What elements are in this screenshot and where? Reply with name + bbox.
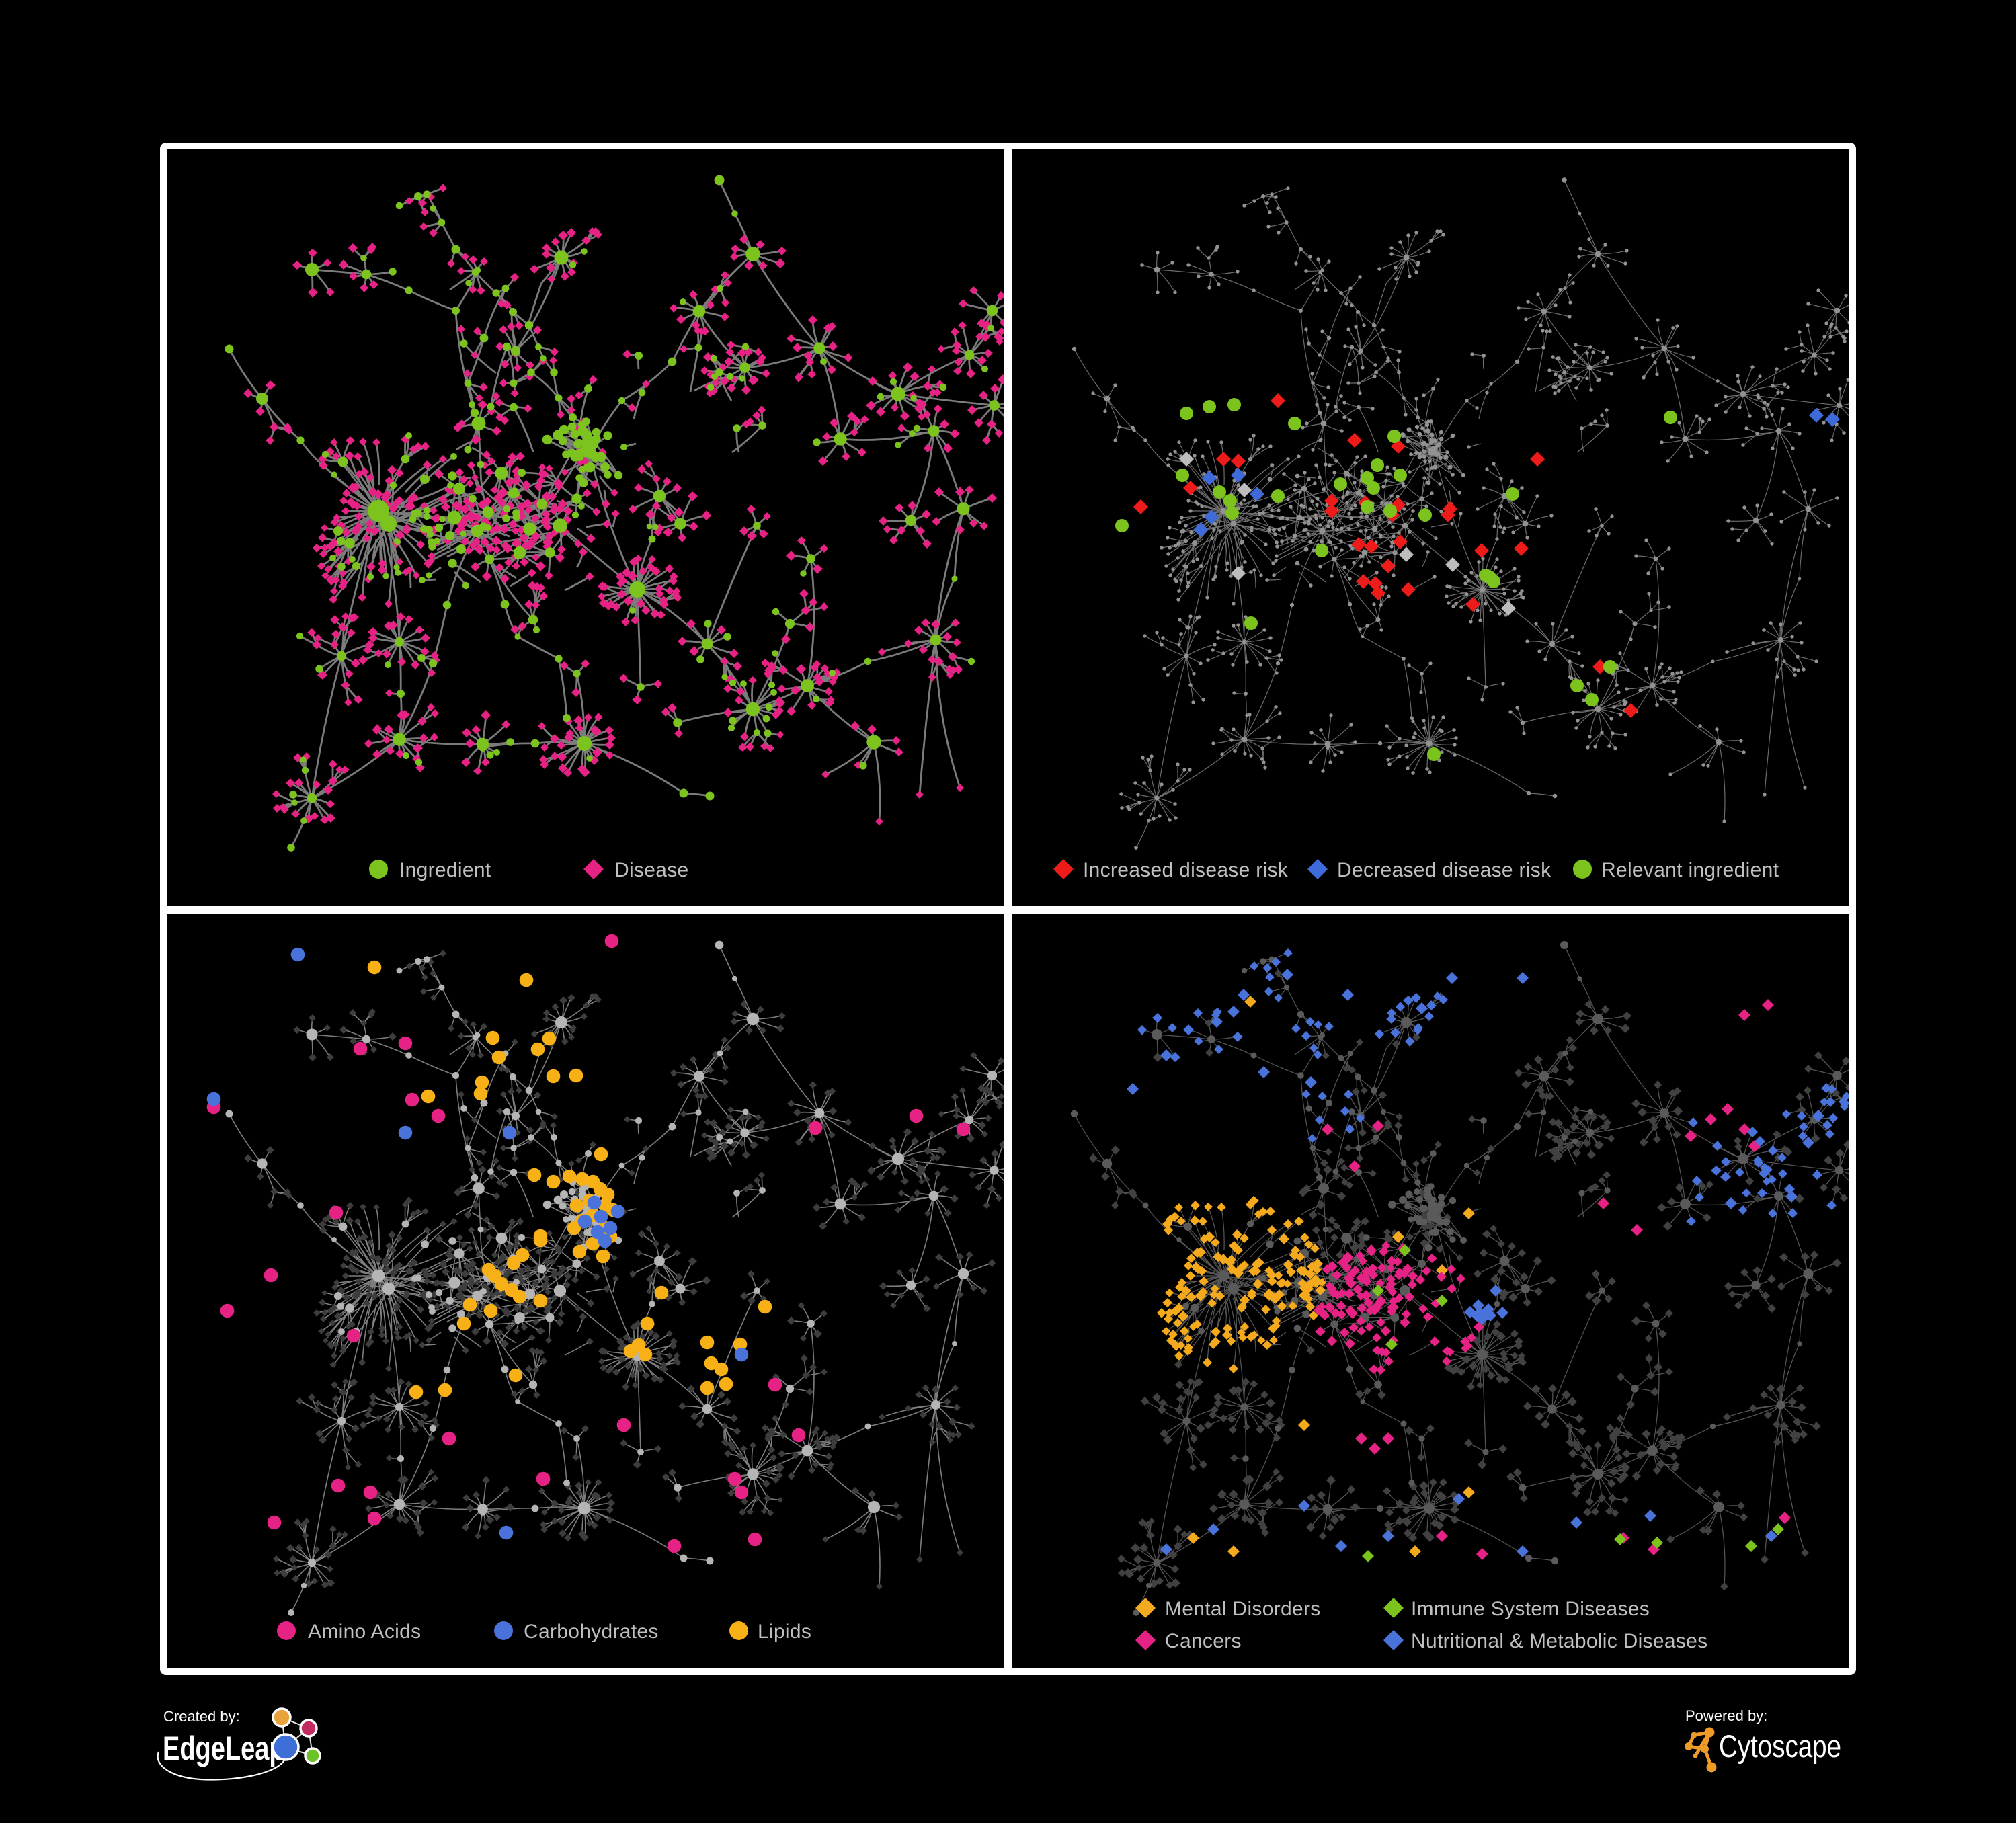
svg-text:Decreased disease risk: Decreased disease risk bbox=[1337, 859, 1551, 881]
svg-text:Nutritional & Metabolic Diseas: Nutritional & Metabolic Diseases bbox=[1411, 1630, 1707, 1652]
svg-text:Lipids: Lipids bbox=[758, 1621, 811, 1643]
svg-text:Ingredient: Ingredient bbox=[399, 859, 491, 881]
svg-text:Created by:: Created by: bbox=[163, 1708, 240, 1725]
svg-text:Carbohydrates: Carbohydrates bbox=[524, 1621, 659, 1643]
svg-text:Mental Disorders: Mental Disorders bbox=[1165, 1598, 1321, 1620]
svg-text:EdgeLeap: EdgeLeap bbox=[163, 1730, 285, 1767]
svg-text:Powered by:: Powered by: bbox=[1685, 1707, 1767, 1724]
svg-text:Immune System Diseases: Immune System Diseases bbox=[1411, 1598, 1650, 1620]
svg-text:Cytoscape: Cytoscape bbox=[1719, 1729, 1841, 1764]
svg-text:Disease: Disease bbox=[614, 859, 688, 881]
svg-text:Cancers: Cancers bbox=[1165, 1630, 1242, 1652]
svg-text:Increased disease risk: Increased disease risk bbox=[1083, 859, 1289, 881]
svg-text:Relevant ingredient: Relevant ingredient bbox=[1601, 859, 1779, 881]
svg-text:Amino Acids: Amino Acids bbox=[308, 1621, 421, 1643]
